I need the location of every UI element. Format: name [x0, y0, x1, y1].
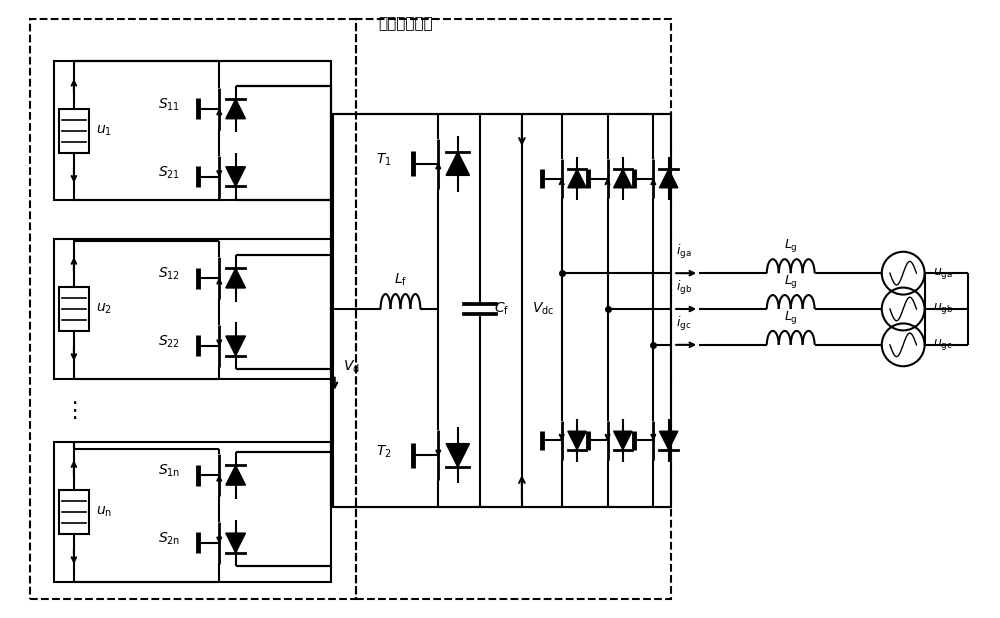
- Polygon shape: [226, 336, 245, 356]
- Text: $S_{1\mathrm{n}}$: $S_{1\mathrm{n}}$: [158, 463, 180, 480]
- Text: $L_{\mathrm{g}}$: $L_{\mathrm{g}}$: [784, 237, 798, 254]
- Text: $i_{\mathrm{gc}}$: $i_{\mathrm{gc}}$: [676, 315, 692, 333]
- Text: $V_{\mathrm{dc}}$: $V_{\mathrm{dc}}$: [532, 301, 554, 317]
- Polygon shape: [226, 99, 245, 119]
- Text: $L_{\mathrm{f}}$: $L_{\mathrm{f}}$: [394, 272, 407, 288]
- Text: $S_{22}$: $S_{22}$: [158, 334, 180, 350]
- Text: $u_{\mathrm{n}}$: $u_{\mathrm{n}}$: [96, 505, 112, 519]
- Text: $V_{\mathrm{d}}$: $V_{\mathrm{d}}$: [343, 358, 359, 375]
- Text: $S_{12}$: $S_{12}$: [158, 266, 180, 282]
- Polygon shape: [568, 431, 586, 450]
- Polygon shape: [659, 169, 678, 188]
- Text: $u_1$: $u_1$: [96, 124, 112, 138]
- Text: $T_1$: $T_1$: [376, 151, 391, 168]
- Polygon shape: [226, 167, 245, 187]
- Text: $i_{\mathrm{ga}}$: $i_{\mathrm{ga}}$: [676, 243, 692, 261]
- Polygon shape: [226, 465, 245, 485]
- Text: $S_{11}$: $S_{11}$: [158, 97, 180, 113]
- Text: $S_{21}$: $S_{21}$: [158, 164, 180, 181]
- Bar: [54, 442, 331, 582]
- Text: $u_{\mathrm{gb}}$: $u_{\mathrm{gb}}$: [933, 302, 953, 316]
- Bar: [30, 19, 356, 599]
- Bar: [59, 490, 89, 534]
- Text: $u_{\mathrm{gc}}$: $u_{\mathrm{gc}}$: [933, 337, 952, 352]
- Text: 可控直流母线: 可控直流母线: [379, 16, 433, 32]
- Bar: [59, 287, 89, 331]
- Text: $L_{\mathrm{g}}$: $L_{\mathrm{g}}$: [784, 273, 798, 290]
- Text: $u_2$: $u_2$: [96, 302, 112, 316]
- Polygon shape: [446, 444, 469, 467]
- Text: $i_{\mathrm{gb}}$: $i_{\mathrm{gb}}$: [676, 279, 692, 297]
- Bar: [356, 19, 671, 599]
- Polygon shape: [226, 533, 245, 552]
- Polygon shape: [226, 268, 245, 288]
- Text: $u_{\mathrm{ga}}$: $u_{\mathrm{ga}}$: [933, 266, 953, 281]
- Text: $T_2$: $T_2$: [376, 443, 391, 460]
- Text: ⋮: ⋮: [63, 400, 85, 420]
- Polygon shape: [614, 169, 632, 188]
- Bar: [59, 109, 89, 153]
- Text: $C_{\mathrm{f}}$: $C_{\mathrm{f}}$: [494, 301, 509, 317]
- Polygon shape: [659, 431, 678, 450]
- Bar: [54, 61, 331, 200]
- Text: $L_{\mathrm{g}}$: $L_{\mathrm{g}}$: [784, 309, 798, 326]
- Bar: [54, 239, 331, 379]
- Polygon shape: [568, 169, 586, 188]
- Polygon shape: [614, 431, 632, 450]
- Bar: [333, 114, 671, 507]
- Polygon shape: [446, 152, 469, 176]
- Text: $S_{2\mathrm{n}}$: $S_{2\mathrm{n}}$: [158, 531, 180, 547]
